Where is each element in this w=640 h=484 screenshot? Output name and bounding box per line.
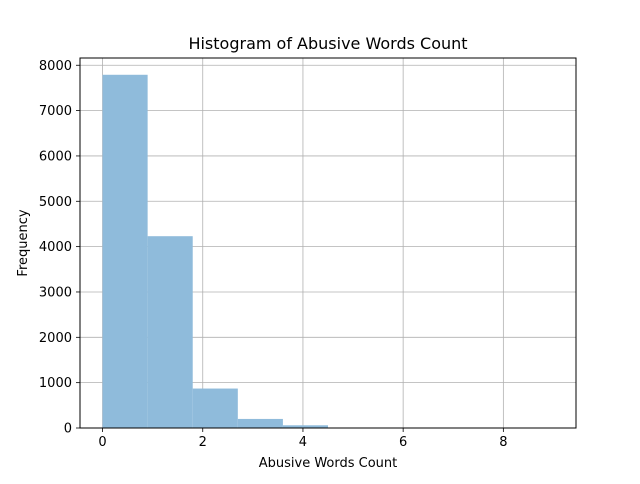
histogram-bar-0	[102, 74, 148, 428]
y-tick-label: 7000	[39, 104, 72, 119]
y-tick-label: 3000	[39, 285, 72, 300]
y-tick-label: 6000	[39, 149, 72, 164]
y-tick-label: 5000	[39, 195, 72, 210]
y-tick-label: 0	[64, 422, 72, 437]
plot-frame	[79, 57, 577, 429]
x-tick-label: 0	[98, 435, 106, 450]
histogram-bars	[102, 74, 328, 428]
y-axis-label: Frequency	[16, 209, 31, 276]
y-tick-label: 1000	[39, 376, 72, 391]
y-tick-label: 2000	[39, 331, 72, 346]
x-tick-label: 8	[499, 435, 507, 450]
chart-title: Histogram of Abusive Words Count	[188, 34, 467, 53]
x-axis-label: Abusive Words Count	[259, 456, 398, 471]
x-tick-label: 4	[299, 435, 307, 450]
histogram-bar-4	[282, 425, 328, 428]
x-axis-ticks: 0 2 4 6 8	[98, 428, 507, 450]
y-axis-ticks: 0 1000 2000 3000 4000 5000 6000 7000 8000	[39, 59, 80, 437]
y-tick-label: 4000	[39, 240, 72, 255]
y-tick-label: 8000	[39, 59, 72, 74]
histogram-bar-2	[192, 388, 238, 428]
histogram-bar-1	[147, 236, 193, 428]
x-tick-label: 2	[199, 435, 207, 450]
histogram-bar-3	[237, 418, 283, 428]
x-tick-label: 6	[399, 435, 407, 450]
